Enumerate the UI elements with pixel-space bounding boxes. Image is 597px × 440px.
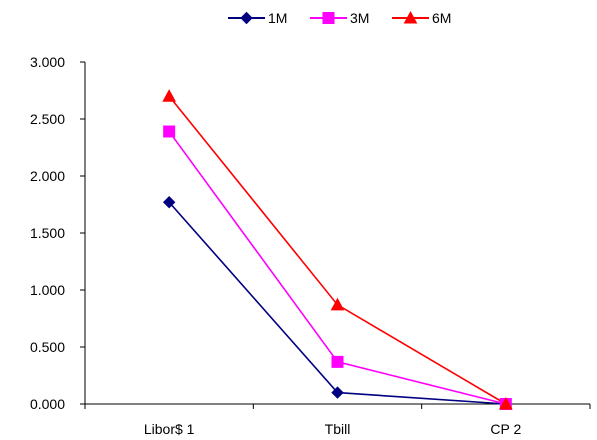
legend-label-6m: 6M bbox=[432, 10, 451, 26]
y-tick-label: 0.500 bbox=[30, 339, 65, 355]
y-tick-label: 2.000 bbox=[30, 168, 65, 184]
legend-item-1m: 1M bbox=[228, 10, 287, 26]
data-point-3m bbox=[164, 126, 175, 137]
legend-marker-3m bbox=[323, 13, 334, 24]
y-axis: 0.000 0.500 1.000 1.500 2.000 2.500 3.000 bbox=[30, 54, 85, 412]
y-tick-label: 1.500 bbox=[30, 225, 65, 241]
x-tick-label: Tbill bbox=[325, 421, 351, 437]
y-tick-label: 0.000 bbox=[30, 396, 65, 412]
plot-series bbox=[163, 90, 512, 409]
legend-label-1m: 1M bbox=[268, 10, 287, 26]
x-tick-label: CP 2 bbox=[490, 421, 521, 437]
data-point-6m bbox=[163, 90, 175, 101]
legend-item-6m: 6M bbox=[392, 10, 451, 26]
data-point-3m bbox=[332, 356, 343, 367]
x-axis: Libor$ 1 Tbill CP 2 bbox=[85, 404, 590, 437]
legend-marker-1m bbox=[241, 13, 252, 24]
y-tick-label: 3.000 bbox=[30, 54, 65, 70]
y-tick-label: 1.000 bbox=[30, 282, 65, 298]
legend: 1M 3M 6M bbox=[228, 10, 451, 26]
x-tick-label: Libor$ 1 bbox=[144, 421, 195, 437]
y-tick-label: 2.500 bbox=[30, 111, 65, 127]
legend-item-3m: 3M bbox=[310, 10, 369, 26]
legend-label-3m: 3M bbox=[350, 10, 369, 26]
